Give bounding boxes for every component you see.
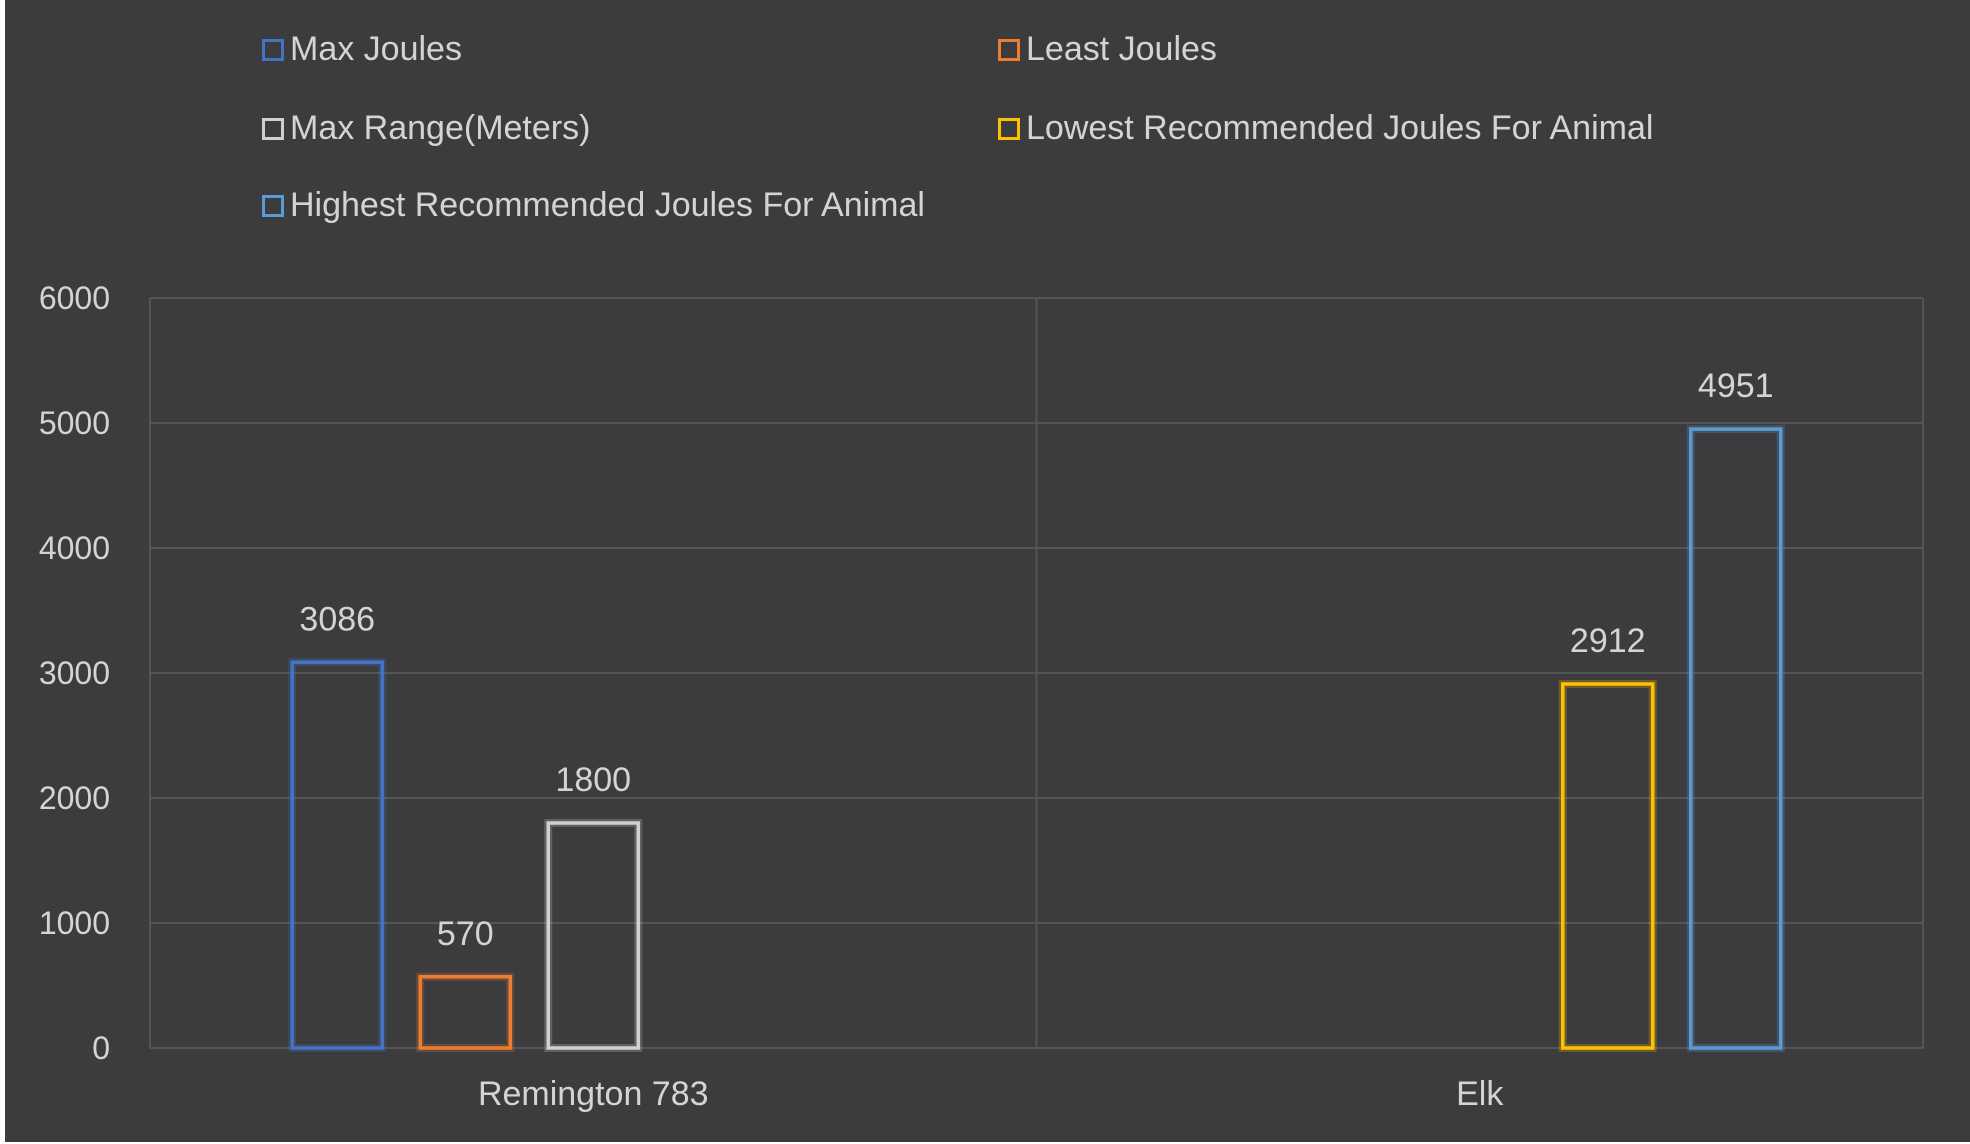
bar-glow-max-joules — [288, 658, 387, 1052]
bar-chart: 0 1000 2000 3000 4000 5000 6000 3086 570 1800 291… — [39, 280, 1924, 1113]
x-tick-label-0: Remington 783 — [478, 1075, 709, 1113]
legend-item-least-joules: Least Joules — [998, 30, 1217, 69]
bar-glow-highest-recommended-joules-for-animal — [1686, 425, 1785, 1052]
gridlines — [149, 297, 1924, 1049]
bar-max-range-meters — [546, 821, 640, 1050]
legend-label-lowest-recommended: Lowest Recommended Joules For Animal — [1026, 109, 1654, 147]
chart-frame: Max Joules Least Joules Max Range(Meters… — [5, 0, 1970, 1142]
y-tick-label-4000: 4000 — [39, 530, 110, 566]
legend-label-highest-recommended: Highest Recommended Joules For Animal — [290, 186, 925, 224]
y-axis-ticks: 0 1000 2000 3000 4000 5000 6000 — [39, 280, 110, 1066]
bar-glow-least-joules — [416, 972, 515, 1052]
y-tick-label-2000: 2000 — [39, 780, 110, 816]
legend-label-least-joules: Least Joules — [1026, 30, 1217, 68]
data-labels: 3086 570 1800 2912 4951 — [299, 367, 1773, 953]
legend-label-max-joules: Max Joules — [290, 30, 462, 68]
legend-swatch-max-joules — [262, 38, 284, 61]
legend-item-max-range: Max Range(Meters) — [262, 109, 590, 148]
data-label-max-range-meters: 1800 — [555, 761, 631, 799]
y-tick-label-1000: 1000 — [39, 905, 110, 941]
bar-glow-lowest-recommended-joules-for-animal — [1558, 680, 1657, 1052]
bar-least-joules — [418, 975, 512, 1050]
bar-lowest-recommended-joules-for-animal — [1561, 682, 1655, 1050]
bars — [288, 425, 1785, 1052]
x-tick-label-1: Elk — [1456, 1075, 1504, 1113]
bar-glow-max-range-meters — [544, 819, 643, 1052]
legend-item-highest-recommended: Highest Recommended Joules For Animal — [262, 186, 925, 225]
x-axis-ticks: Remington 783 Elk — [478, 1075, 1504, 1113]
data-label-least-joules: 570 — [437, 915, 494, 953]
y-tick-label-3000: 3000 — [39, 655, 110, 691]
legend-swatch-least-joules — [998, 38, 1020, 61]
chart-legend: Max Joules Least Joules Max Range(Meters… — [5, 0, 1970, 240]
legend-item-lowest-recommended: Lowest Recommended Joules For Animal — [998, 109, 1653, 148]
bar-highest-recommended-joules-for-animal — [1689, 427, 1783, 1050]
legend-swatch-highest-recommended — [262, 194, 284, 217]
data-label-lowest-recommended-joules-for-animal: 2912 — [1570, 622, 1646, 660]
legend-swatch-max-range — [262, 117, 284, 140]
data-label-highest-recommended-joules-for-animal: 4951 — [1698, 367, 1774, 405]
y-tick-label-5000: 5000 — [39, 405, 110, 441]
bar-max-joules — [290, 660, 384, 1050]
legend-swatch-lowest-recommended — [998, 117, 1020, 140]
y-tick-label-6000: 6000 — [39, 280, 110, 316]
legend-item-max-joules: Max Joules — [262, 30, 462, 69]
legend-label-max-range: Max Range(Meters) — [290, 109, 591, 147]
data-label-max-joules: 3086 — [299, 600, 375, 638]
y-tick-label-0: 0 — [92, 1030, 110, 1066]
